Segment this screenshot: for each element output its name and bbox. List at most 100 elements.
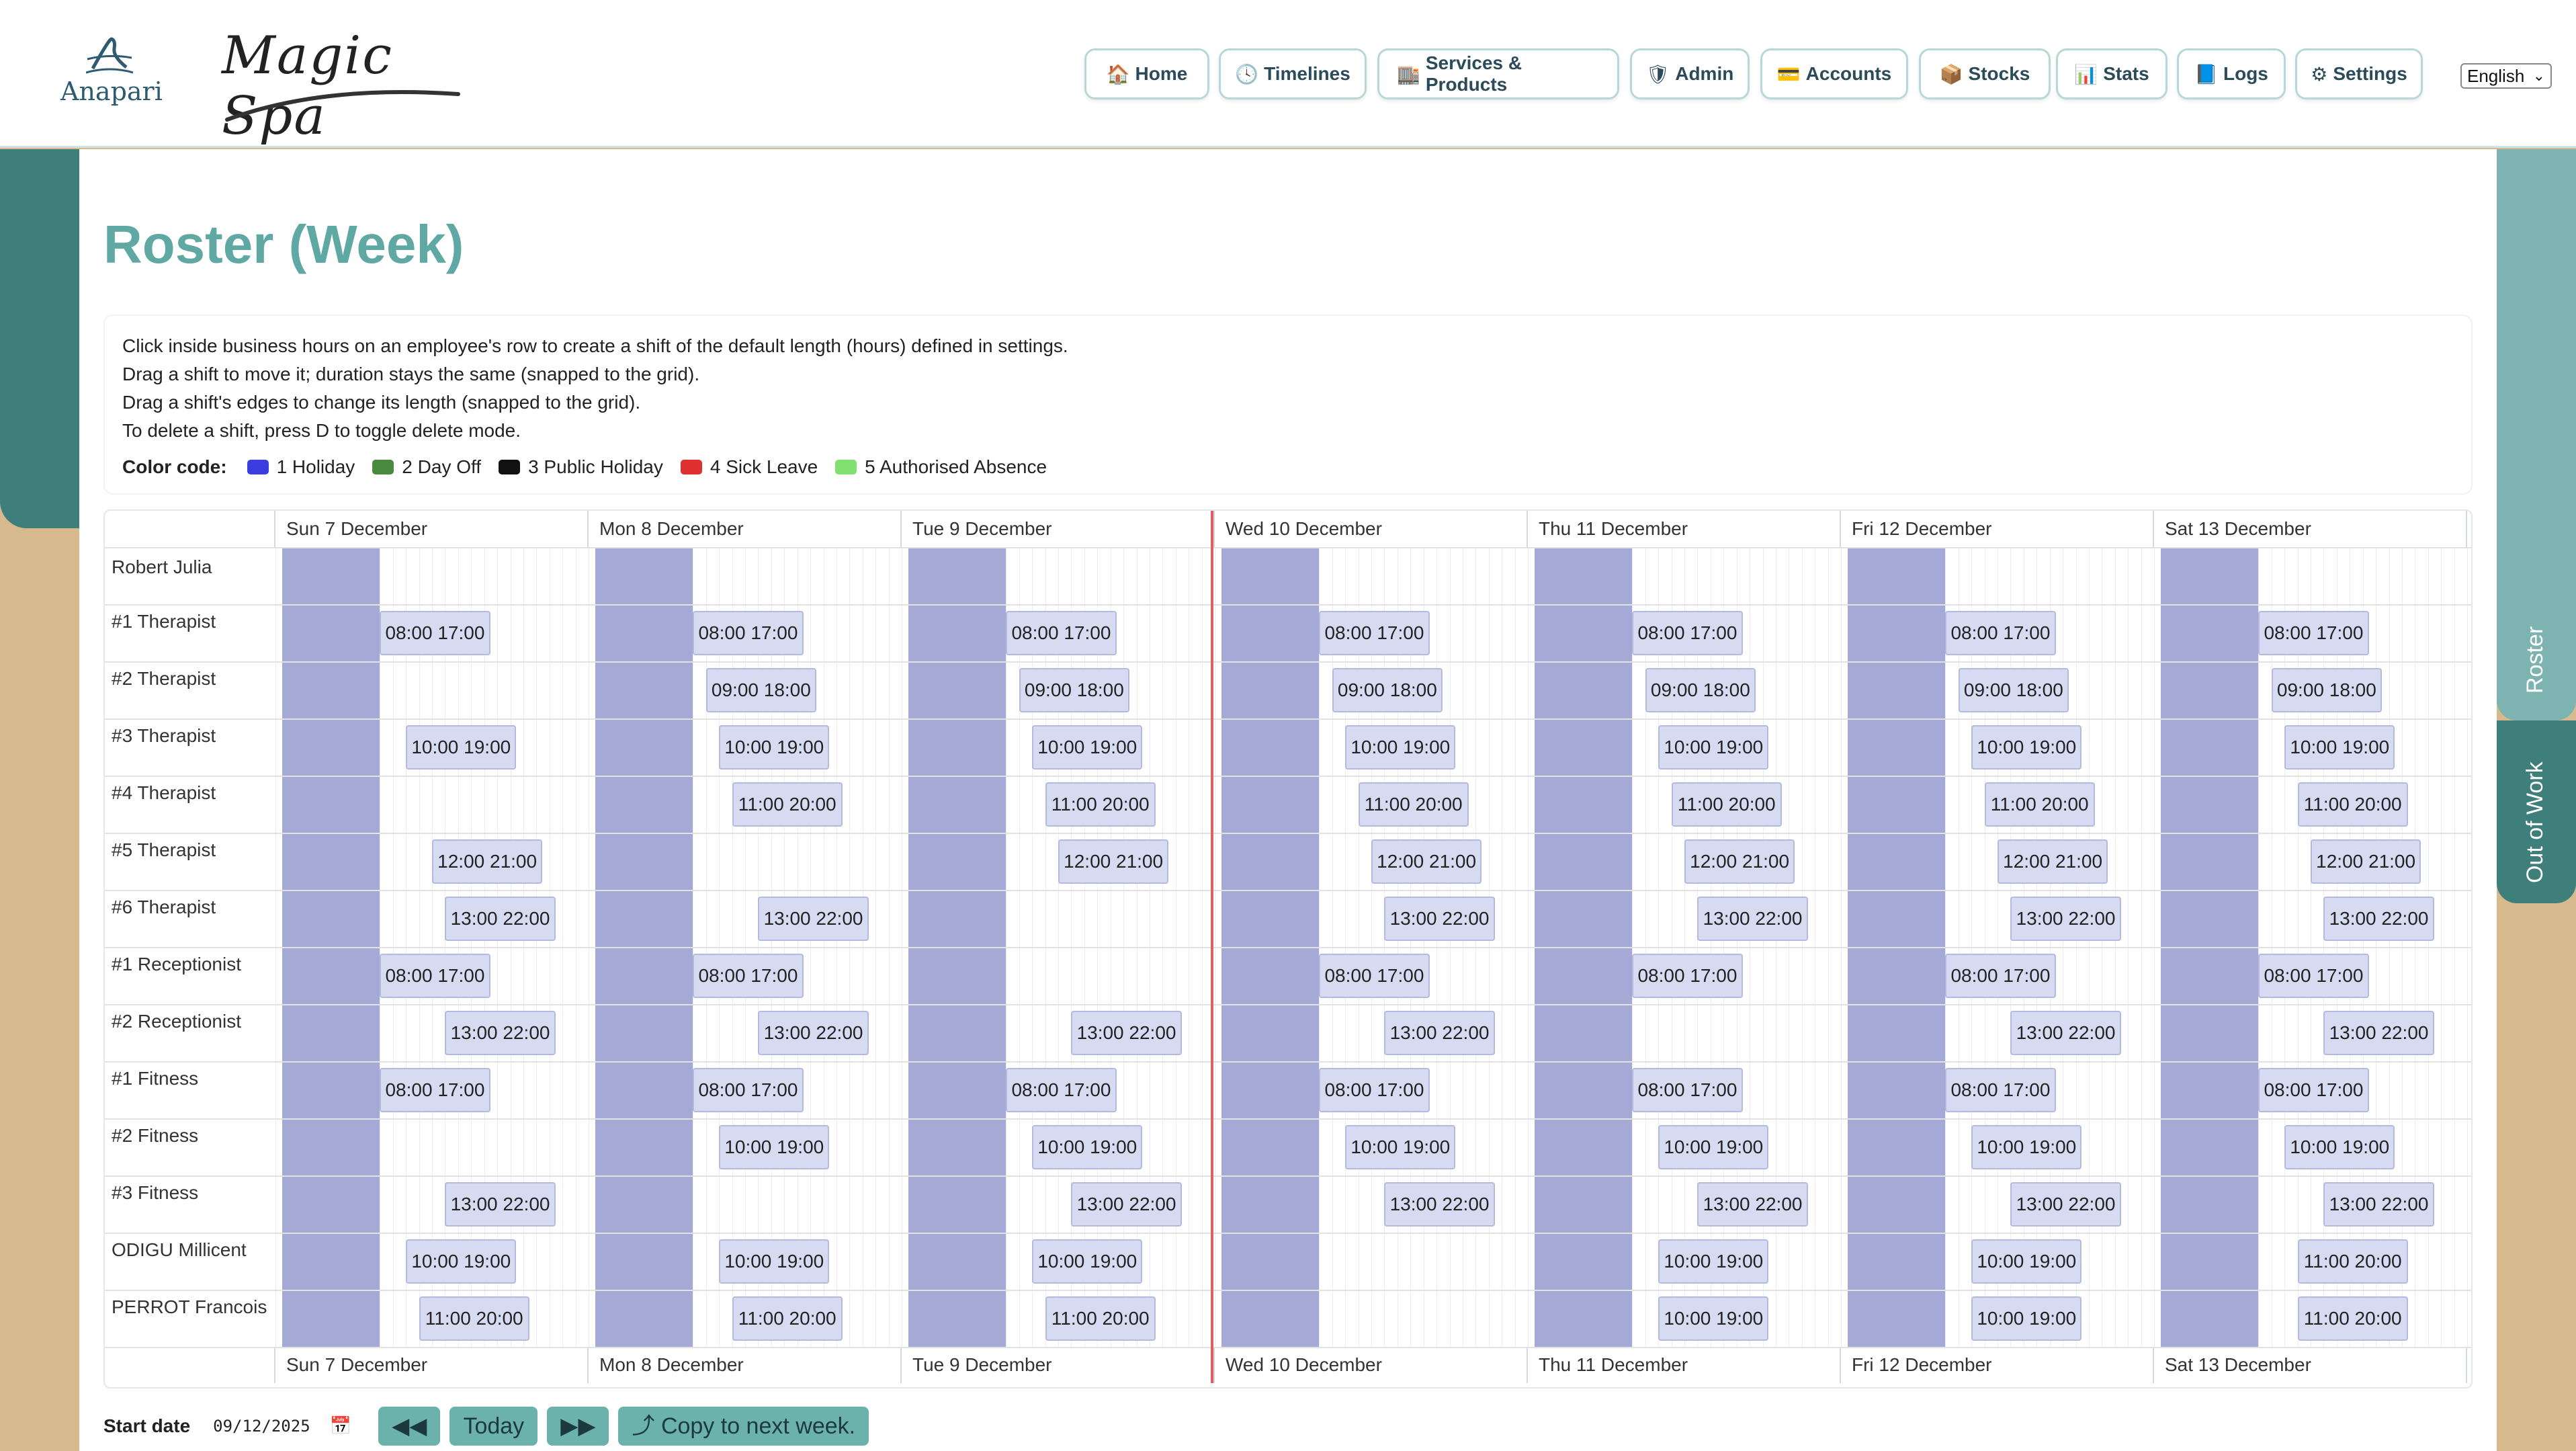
- shift-block[interactable]: 10:00 19:00: [719, 1125, 830, 1169]
- shift-block[interactable]: 08:00 17:00: [1945, 611, 2056, 655]
- side-tab-roster[interactable]: Roster: [2497, 149, 2576, 720]
- shift-block[interactable]: 13:00 22:00: [2010, 1011, 2121, 1055]
- shift-block[interactable]: 13:00 22:00: [1697, 897, 1808, 941]
- shift-block[interactable]: 08:00 17:00: [1632, 611, 1743, 655]
- nav-stats-button[interactable]: 📊 Stats: [2056, 48, 2167, 99]
- roster-grid[interactable]: Sun 7 December Sun 7 December Mon 8 Decemb…: [103, 509, 2473, 1388]
- shift-block[interactable]: 11:00 20:00: [1984, 782, 2095, 827]
- shift-block[interactable]: 13:00 22:00: [1071, 1182, 1182, 1227]
- shift-block[interactable]: 11:00 20:00: [2297, 1239, 2408, 1284]
- shift-block[interactable]: 13:00 22:00: [2323, 1182, 2434, 1227]
- nav-stocks-button[interactable]: 📦 Stocks: [1919, 48, 2051, 99]
- nav-home-button[interactable]: 🏠 Home: [1084, 48, 1209, 99]
- shift-block[interactable]: 13:00 22:00: [445, 897, 556, 941]
- shift-block[interactable]: 10:00 19:00: [406, 1239, 517, 1284]
- shift-block[interactable]: 10:00 19:00: [1345, 1125, 1456, 1169]
- nav-logs-button[interactable]: 📘 Logs: [2177, 48, 2286, 99]
- shift-block[interactable]: 11:00 20:00: [732, 782, 843, 827]
- anapari-logo[interactable]: Anapari: [60, 35, 163, 109]
- shift-block[interactable]: 08:00 17:00: [380, 954, 490, 998]
- shift-block[interactable]: 11:00 20:00: [1671, 782, 1782, 827]
- today-button[interactable]: Today: [449, 1407, 538, 1446]
- shift-block[interactable]: 09:00 18:00: [1958, 668, 2069, 712]
- shift-block[interactable]: 10:00 19:00: [1345, 725, 1456, 770]
- shift-block[interactable]: 12:00 21:00: [432, 839, 543, 884]
- side-tab-out-of-work[interactable]: Out of Work: [2497, 720, 2576, 903]
- shift-block[interactable]: 10:00 19:00: [1971, 1296, 2082, 1341]
- shift-block[interactable]: 13:00 22:00: [2323, 897, 2434, 941]
- shift-block[interactable]: 10:00 19:00: [1658, 725, 1769, 770]
- next-week-button[interactable]: ▶▶: [547, 1407, 609, 1446]
- shift-block[interactable]: 11:00 20:00: [419, 1296, 529, 1341]
- shift-block[interactable]: 08:00 17:00: [693, 954, 804, 998]
- shift-block[interactable]: 13:00 22:00: [1384, 1182, 1495, 1227]
- shift-block[interactable]: 11:00 20:00: [1358, 782, 1469, 827]
- shift-block[interactable]: 13:00 22:00: [1384, 1011, 1495, 1055]
- shift-block[interactable]: 08:00 17:00: [1006, 1068, 1117, 1112]
- shift-block[interactable]: 08:00 17:00: [1006, 611, 1117, 655]
- shift-block[interactable]: 13:00 22:00: [1697, 1182, 1808, 1227]
- shift-block[interactable]: 10:00 19:00: [406, 725, 517, 770]
- shift-block[interactable]: 08:00 17:00: [2258, 1068, 2369, 1112]
- shift-block[interactable]: 11:00 20:00: [2297, 782, 2408, 827]
- shift-block[interactable]: 12:00 21:00: [1998, 839, 2108, 884]
- shift-block[interactable]: 13:00 22:00: [1071, 1011, 1182, 1055]
- shift-block[interactable]: 08:00 17:00: [1945, 954, 2056, 998]
- shift-block[interactable]: 13:00 22:00: [2010, 1182, 2121, 1227]
- language-select[interactable]: English ⌄: [2460, 63, 2552, 89]
- shift-block[interactable]: 08:00 17:00: [380, 1068, 490, 1112]
- shift-block[interactable]: 10:00 19:00: [2284, 725, 2395, 770]
- shift-block[interactable]: 13:00 22:00: [445, 1011, 556, 1055]
- shift-block[interactable]: 08:00 17:00: [693, 1068, 804, 1112]
- calendar-icon[interactable]: 📅: [329, 1416, 352, 1436]
- shift-block[interactable]: 13:00 22:00: [1384, 897, 1495, 941]
- shift-block[interactable]: 10:00 19:00: [1032, 1239, 1143, 1284]
- shift-block[interactable]: 08:00 17:00: [2258, 611, 2369, 655]
- shift-block[interactable]: 11:00 20:00: [732, 1296, 843, 1341]
- shift-block[interactable]: 09:00 18:00: [1332, 668, 1443, 712]
- shift-block[interactable]: 08:00 17:00: [2258, 954, 2369, 998]
- shift-block[interactable]: 13:00 22:00: [758, 897, 869, 941]
- shift-block[interactable]: 09:00 18:00: [2271, 668, 2382, 712]
- shift-block[interactable]: 12:00 21:00: [1371, 839, 1482, 884]
- shift-block[interactable]: 09:00 18:00: [705, 668, 816, 712]
- shift-block[interactable]: 10:00 19:00: [1032, 1125, 1143, 1169]
- shift-block[interactable]: 10:00 19:00: [719, 725, 830, 770]
- shift-block[interactable]: 10:00 19:00: [1032, 725, 1143, 770]
- shift-block[interactable]: 13:00 22:00: [758, 1011, 869, 1055]
- shift-block[interactable]: 08:00 17:00: [1632, 954, 1743, 998]
- shift-block[interactable]: 08:00 17:00: [1945, 1068, 2056, 1112]
- shift-block[interactable]: 12:00 21:00: [1684, 839, 1795, 884]
- shift-block[interactable]: 12:00 21:00: [1058, 839, 1169, 884]
- shift-block[interactable]: 13:00 22:00: [445, 1182, 556, 1227]
- nav-timelines-button[interactable]: 🕓 Timelines: [1219, 48, 1367, 99]
- shift-block[interactable]: 13:00 22:00: [2323, 1011, 2434, 1055]
- shift-block[interactable]: 11:00 20:00: [2297, 1296, 2408, 1341]
- shift-block[interactable]: 08:00 17:00: [1632, 1068, 1743, 1112]
- shift-block[interactable]: 10:00 19:00: [1971, 725, 2082, 770]
- shift-block[interactable]: 09:00 18:00: [1645, 668, 1756, 712]
- shift-block[interactable]: 11:00 20:00: [1045, 1296, 1156, 1341]
- shift-block[interactable]: 10:00 19:00: [1658, 1296, 1769, 1341]
- shift-block[interactable]: 13:00 22:00: [2010, 897, 2121, 941]
- nav-settings-button[interactable]: ⚙ Settings: [2295, 48, 2423, 99]
- shift-block[interactable]: 08:00 17:00: [693, 611, 804, 655]
- shift-block[interactable]: 10:00 19:00: [1971, 1239, 2082, 1284]
- shift-block[interactable]: 10:00 19:00: [1658, 1125, 1769, 1169]
- shift-block[interactable]: 09:00 18:00: [1019, 668, 1129, 712]
- shift-block[interactable]: 11:00 20:00: [1045, 782, 1156, 827]
- copy-to-next-week-button[interactable]: ⤴ Copy to next week.: [618, 1407, 869, 1446]
- nav-admin-button[interactable]: 🛡 Admin: [1630, 48, 1750, 99]
- shift-block[interactable]: 10:00 19:00: [1658, 1239, 1769, 1284]
- nav-services-products-button[interactable]: 🏬 Services & Products: [1377, 48, 1619, 99]
- nav-accounts-button[interactable]: 💳 Accounts: [1760, 48, 1908, 99]
- shift-block[interactable]: 10:00 19:00: [2284, 1125, 2395, 1169]
- prev-week-button[interactable]: ◀◀: [378, 1407, 441, 1446]
- shift-block[interactable]: 10:00 19:00: [1971, 1125, 2082, 1169]
- start-date-input[interactable]: 09/12/2025 📅: [206, 1410, 354, 1442]
- shift-block[interactable]: 08:00 17:00: [380, 611, 490, 655]
- shift-block[interactable]: 08:00 17:00: [1319, 1068, 1430, 1112]
- shift-block[interactable]: 12:00 21:00: [2311, 839, 2421, 884]
- shift-block[interactable]: 10:00 19:00: [719, 1239, 830, 1284]
- shift-block[interactable]: 08:00 17:00: [1319, 954, 1430, 998]
